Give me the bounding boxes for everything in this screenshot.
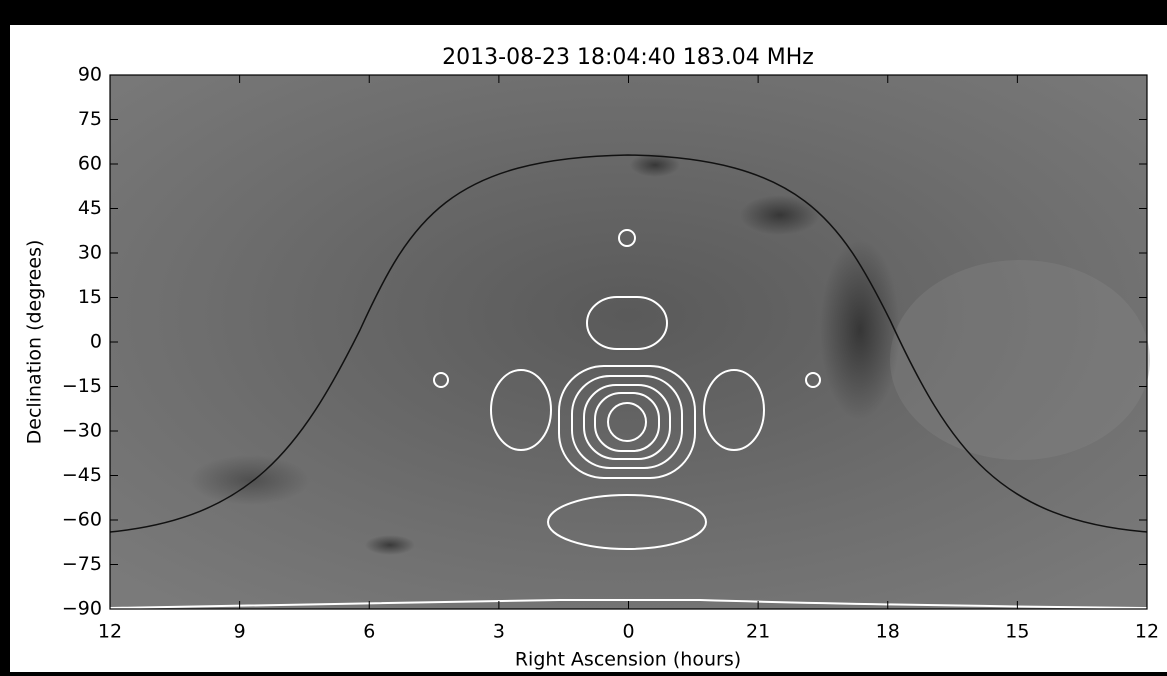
- y-tick-label: 75: [78, 108, 102, 130]
- y-tick-label: 0: [90, 331, 102, 353]
- y-tick-label: −45: [62, 464, 102, 486]
- x-tick-label: 18: [876, 621, 900, 643]
- y-tick-label: 30: [78, 242, 102, 264]
- y-tick-label: 90: [78, 64, 102, 86]
- x-tick-label: 0: [622, 621, 634, 643]
- x-tick-label: 12: [1135, 621, 1159, 643]
- y-tick-label: −90: [62, 598, 102, 620]
- y-tick-label: 45: [78, 197, 102, 219]
- x-tick-label: 12: [98, 621, 122, 643]
- x-tick-label: 15: [1005, 621, 1029, 643]
- y-tick-label: 60: [78, 153, 102, 175]
- y-tick-label: −15: [62, 375, 102, 397]
- y-tick-label: −75: [62, 553, 102, 575]
- x-tick-label: 21: [746, 621, 770, 643]
- x-axis-label: Right Ascension (hours): [515, 649, 741, 671]
- y-tick-label: −60: [62, 509, 102, 531]
- x-tick-label: 9: [234, 621, 246, 643]
- y-axis-label: Declination (degrees): [24, 240, 46, 445]
- y-tick-label: 15: [78, 286, 102, 308]
- x-tick-label: 3: [493, 621, 505, 643]
- x-tick-label: 6: [363, 621, 375, 643]
- y-tick-label: −30: [62, 420, 102, 442]
- chart: 2013-08-23 18:04:40 183.04 MHz Right Asc…: [0, 0, 1167, 672]
- chart-title: 2013-08-23 18:04:40 183.04 MHz: [442, 45, 814, 70]
